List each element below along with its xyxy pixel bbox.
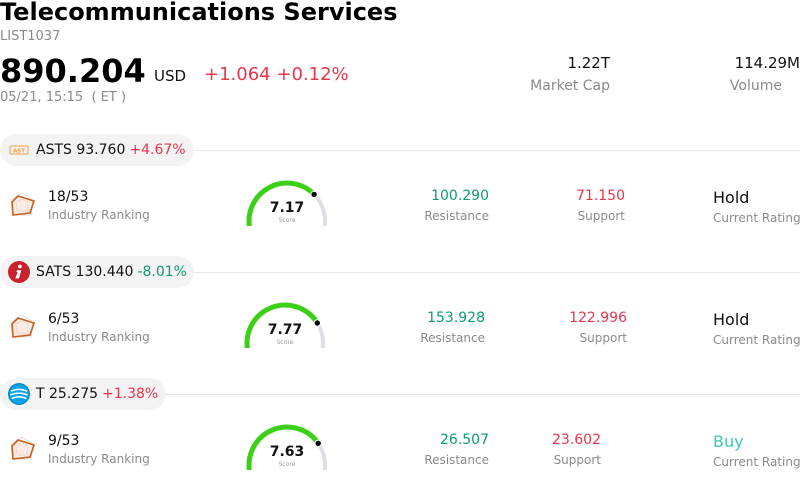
support-value: 71.150 [576,188,625,204]
radar-chart [8,435,36,467]
ticker-price: 93.760 [76,142,126,158]
gauge-fill [244,302,320,356]
resistance-label: Resistance [420,331,485,345]
industry-rank-value: 18/53 [48,189,89,205]
stock-ticker-pill[interactable]: AST ASTS 93.760 +4.67% [0,134,194,166]
radar-chart [8,313,36,345]
list-code: LIST1037 [0,29,61,44]
score-label: Score [278,461,296,468]
page-title: Telecommunications Services [0,0,398,26]
gauge-needle-dot [313,319,322,327]
market-cap-value: 1.22T [567,54,610,72]
current-rating-label: Current Rating [713,333,800,347]
score-value: 7.77 [267,322,303,338]
score-gauge [246,424,327,478]
resistance-value: 26.507 [440,432,489,448]
resistance-value: 153.928 [427,310,485,326]
row-divider [0,272,800,273]
support-value: 23.602 [552,432,601,448]
ticker-price: 25.275 [49,386,99,402]
echostar-logo-icon [8,261,30,283]
current-rating-value: Buy [713,432,744,451]
ticker-symbol: ASTS [36,142,72,158]
ticker-change: +1.38% [102,386,159,402]
change-value: +1.064 [204,64,271,85]
volume-value: 114.29M [734,54,800,72]
support-label: Support [577,209,625,223]
score-gauge-wrap [244,422,330,478]
current-rating-value: Hold [713,310,750,329]
price-change: +1.064 +0.12% [204,64,349,85]
current-rating-label: Current Rating [713,211,800,225]
radar-chart-icon [10,314,36,338]
echostar-logo-icon [8,261,30,283]
att-globe-logo-icon [8,383,30,405]
score-value: 7.17 [269,200,305,216]
stock-ticker-pill[interactable]: T 25.275 +1.38% [0,378,166,410]
industry-rank-label: Industry Ranking [48,452,150,466]
score-label: Score [278,217,296,224]
industry-rank-value: 9/53 [48,433,80,449]
ticker-symbol: SATS [36,264,72,280]
score-gauge [246,180,327,234]
current-rating-label: Current Rating [713,455,800,469]
gauge-fill [246,180,317,234]
score-value: 7.63 [269,444,305,460]
radar-chart-icon [10,436,36,460]
ast-logo-icon: AST [9,145,29,155]
score-gauge-wrap [244,178,330,234]
ticker-change: -8.01% [137,264,187,280]
timestamp: 05/21, 15:15 ( ET ) [0,90,127,105]
gauge-needle-dot [314,439,322,447]
industry-rank-label: Industry Ranking [48,330,150,344]
gauge-needle-dot [310,190,318,199]
ticker-symbol: T [36,386,45,402]
score-gauge-wrap [242,300,328,356]
industry-rank-label: Industry Ranking [48,208,150,222]
radar-chart [8,191,36,223]
row-divider [0,394,800,395]
support-label: Support [579,331,627,345]
index-price: 890.204 [0,52,146,90]
resistance-label: Resistance [424,209,489,223]
ticker-change: +4.67% [129,142,186,158]
score-gauge [244,302,325,356]
volume-label: Volume [729,78,782,94]
att-logo-icon [8,383,30,405]
row-divider [0,150,800,151]
stock-ticker-pill[interactable]: SATS 130.440 -8.01% [0,256,194,288]
support-label: Support [553,453,601,467]
resistance-label: Resistance [424,453,489,467]
support-value: 122.996 [569,310,627,326]
svg-text:AST: AST [13,149,25,155]
gauge-fill [246,424,321,478]
change-percent: +0.12% [276,64,349,85]
radar-chart-icon [10,192,36,216]
score-label: Score [276,339,294,346]
ast-spacemobile-logo-icon: AST [8,139,30,161]
ticker-price: 130.440 [75,264,134,280]
industry-rank-value: 6/53 [48,311,80,327]
current-rating-value: Hold [713,188,750,207]
resistance-value: 100.290 [431,188,489,204]
currency-label: USD [154,67,187,85]
market-cap-label: Market Cap [530,78,610,94]
